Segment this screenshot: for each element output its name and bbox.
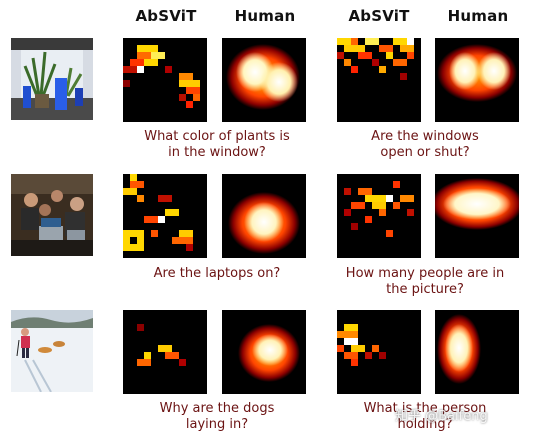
question-windows-line2: open or shut? bbox=[380, 145, 470, 160]
header-human-left: Human bbox=[234, 7, 296, 25]
question-windows: Are the windows open or shut? bbox=[330, 129, 520, 161]
header-human-right: Human bbox=[447, 7, 509, 25]
human-heatmap-plants bbox=[222, 38, 306, 122]
absvit-heatmap-plants bbox=[123, 38, 207, 122]
question-people-line2: the picture? bbox=[386, 282, 464, 297]
absvit-heatmap-dogs bbox=[123, 310, 207, 394]
question-windows-line1: Are the windows bbox=[371, 129, 479, 144]
question-people: How many people are in the picture? bbox=[330, 266, 520, 298]
question-plants-line1: What color of plants is bbox=[144, 129, 290, 144]
human-heatmap-laptops bbox=[222, 174, 306, 258]
human-heatmap-person bbox=[435, 310, 519, 394]
absvit-heatmap-laptops bbox=[123, 174, 207, 258]
human-heatmap-people bbox=[435, 174, 519, 258]
question-person: What is the person holding? bbox=[330, 401, 520, 433]
header-absvit-left: AbSViT bbox=[135, 7, 197, 25]
question-laptops: Are the laptops on? bbox=[122, 266, 312, 282]
photo-plants-window bbox=[11, 38, 93, 120]
question-person-line2: holding? bbox=[397, 417, 453, 432]
question-dogs-line2: laying in? bbox=[185, 417, 249, 432]
absvit-heatmap-people bbox=[337, 174, 421, 258]
question-person-line1: What is the person bbox=[363, 401, 487, 416]
question-plants-line2: in the window? bbox=[168, 145, 266, 160]
photo-laptops-people bbox=[11, 174, 93, 256]
human-heatmap-windows bbox=[435, 38, 519, 122]
absvit-heatmap-windows bbox=[337, 38, 421, 122]
header-absvit-right: AbSViT bbox=[348, 7, 410, 25]
photo-snow-dogs bbox=[11, 310, 93, 392]
absvit-heatmap-person bbox=[337, 310, 421, 394]
watermark: 知乎 @Baifeng bbox=[395, 409, 488, 424]
question-laptops-line1: Are the laptops on? bbox=[153, 266, 281, 281]
question-people-line1: How many people are in bbox=[345, 266, 505, 281]
question-plants: What color of plants is in the window? bbox=[122, 129, 312, 161]
question-dogs-line1: Why are the dogs bbox=[159, 401, 275, 416]
human-heatmap-dogs bbox=[222, 310, 306, 394]
question-dogs: Why are the dogs laying in? bbox=[122, 401, 312, 433]
